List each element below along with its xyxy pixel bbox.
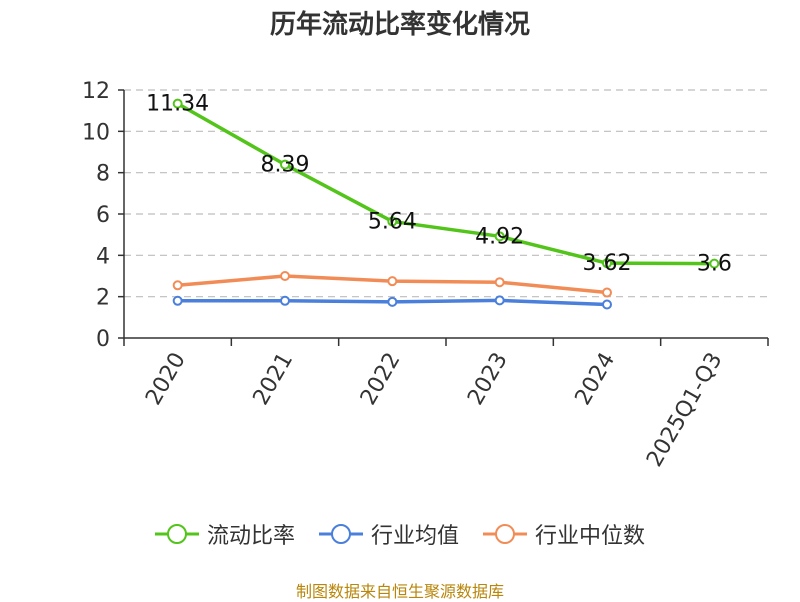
data-point — [494, 295, 505, 306]
chart-title: 历年流动比率变化情况 — [269, 10, 530, 40]
data-point — [280, 271, 290, 281]
x-tick-label: 2022 — [356, 349, 406, 410]
axes: 0 2 4 6 8 10 12 2020 2021 2022 2023 2024 2025Q1-Q3 — [82, 79, 769, 472]
y-tick-label: 6 — [96, 203, 110, 228]
data-point — [172, 98, 183, 109]
data-point — [387, 276, 398, 287]
data-point — [494, 277, 505, 288]
data-point — [709, 258, 720, 269]
legend-label: 行业中位数 — [535, 524, 646, 549]
y-tick-label: 0 — [96, 327, 110, 352]
data-point — [280, 159, 290, 170]
data-point — [602, 299, 612, 310]
x-tick-label: 2024 — [571, 349, 621, 410]
x-tick-label: 2020 — [141, 349, 191, 410]
legend-swatch — [318, 524, 363, 544]
x-tick-label: 2025Q1-Q3 — [642, 349, 727, 472]
legend-swatch — [154, 524, 199, 544]
legend-swatch — [483, 524, 527, 544]
x-tick-label: 2023 — [463, 348, 513, 409]
data-point — [387, 296, 398, 307]
grid-lines — [124, 89, 768, 298]
data-label: 5.64 — [368, 209, 417, 234]
data-label: 3.62 — [583, 251, 632, 276]
data-point — [602, 287, 612, 298]
legend-item[interactable]: 行业均值 — [318, 518, 459, 550]
data-point — [172, 280, 183, 291]
data-label: 4.92 — [475, 224, 524, 249]
series-lines — [172, 98, 720, 310]
series-line — [176, 102, 715, 266]
y-tick-label: 10 — [82, 120, 110, 145]
legend-label: 行业均值 — [370, 524, 459, 549]
y-tick-label: 8 — [96, 162, 110, 187]
legend-item[interactable]: 流动比率 — [154, 518, 295, 550]
data-label: 11.34 — [146, 92, 209, 117]
y-tick-label: 12 — [82, 79, 110, 104]
data-labels: 11.34 8.39 5.64 4.92 3.62 3.6 — [146, 92, 732, 277]
data-label: 3.6 — [697, 252, 732, 277]
legend-label: 流动比率 — [206, 524, 295, 549]
data-point — [602, 258, 612, 269]
legend: 流动比率 行业均值 行业中位数 — [0, 518, 800, 550]
y-tick-label: 4 — [96, 244, 110, 269]
data-point — [494, 231, 505, 242]
legend-item[interactable]: 行业中位数 — [483, 518, 645, 550]
source-note: 制图数据来自恒生聚源数据库 — [295, 582, 504, 601]
data-point — [172, 295, 183, 306]
data-point — [280, 295, 290, 306]
data-point — [387, 216, 398, 227]
data-label: 8.39 — [261, 153, 310, 178]
y-tick-label: 2 — [96, 286, 110, 311]
x-tick-label: 2021 — [249, 349, 299, 410]
